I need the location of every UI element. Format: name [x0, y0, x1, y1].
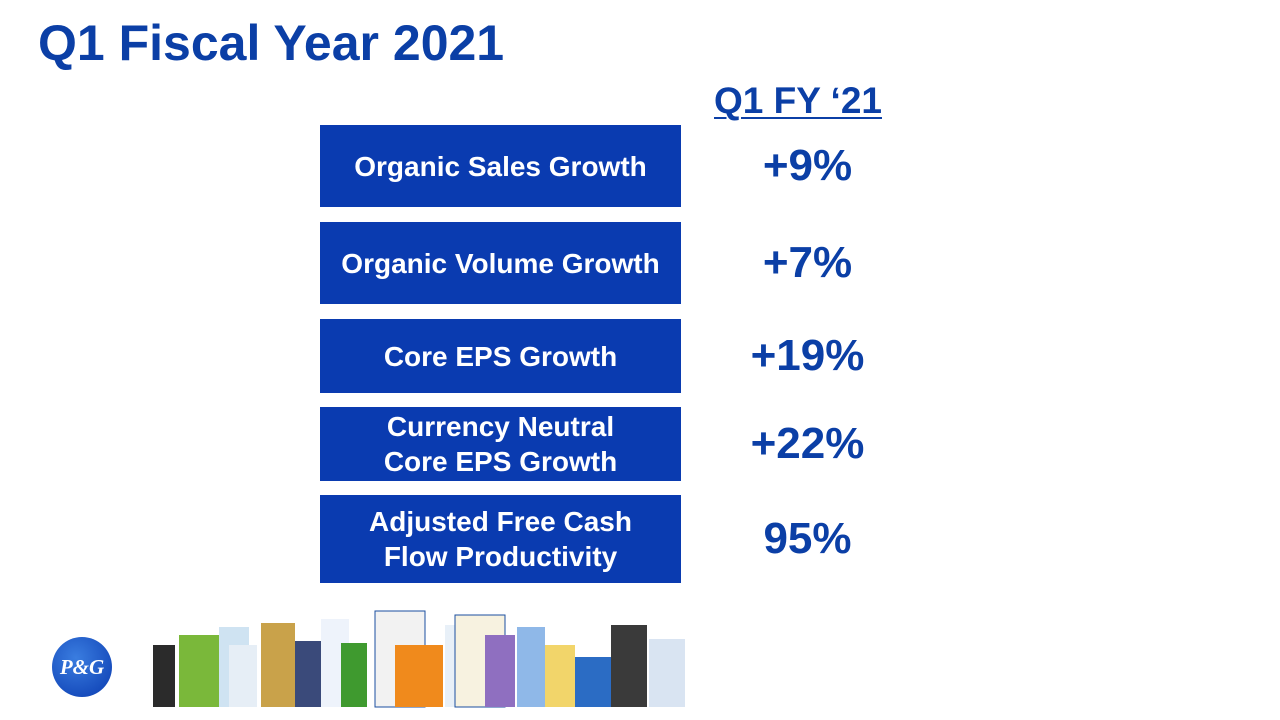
metric-label: Organic Sales Growth [354, 150, 647, 182]
slide-title: Q1 Fiscal Year 2021 [38, 15, 505, 71]
metric-label: Currency Neutral [386, 411, 615, 442]
metric-label-box: Organic Volume Growth [320, 222, 681, 304]
metric-label: Core EPS Growth [383, 340, 618, 372]
metric-label: Adjusted Free Cash [369, 506, 632, 537]
metric-value: +9% [762, 141, 853, 190]
metric-value: +19% [750, 331, 865, 380]
product-image [153, 610, 685, 708]
metric-label: Core EPS Growth [383, 446, 618, 477]
metric-label: Flow Productivity [383, 541, 618, 572]
metric-label-box: Currency Neutral Core EPS Growth [320, 407, 681, 481]
logo: P&G [52, 637, 112, 697]
metric-label: Organic Volume Growth [341, 247, 660, 279]
metric-value: +22% [750, 419, 865, 468]
metric-value: 95% [763, 514, 852, 563]
metric-label-box: Organic Sales Growth [320, 125, 681, 207]
metric-label-box: Adjusted Free Cash Flow Productivity [320, 495, 681, 583]
column-header: Q1 FY ‘21 [714, 80, 882, 121]
metric-label-box: Core EPS Growth [320, 319, 681, 393]
metric-value: +7% [762, 238, 853, 287]
